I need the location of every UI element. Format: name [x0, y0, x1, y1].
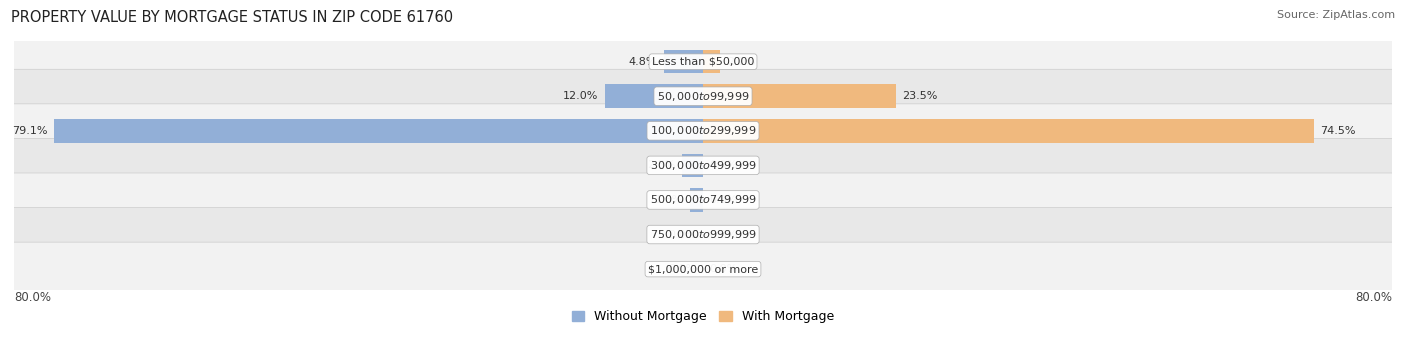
Text: 79.1%: 79.1% [13, 126, 48, 136]
Text: 0.0%: 0.0% [668, 264, 696, 274]
Text: 2.5%: 2.5% [648, 160, 676, 170]
Text: $1,000,000 or more: $1,000,000 or more [648, 264, 758, 274]
Text: PROPERTY VALUE BY MORTGAGE STATUS IN ZIP CODE 61760: PROPERTY VALUE BY MORTGAGE STATUS IN ZIP… [11, 10, 453, 25]
Text: $750,000 to $999,999: $750,000 to $999,999 [650, 228, 756, 241]
Bar [682, 154, 703, 177]
Bar [690, 188, 703, 212]
Text: 23.5%: 23.5% [903, 91, 938, 101]
FancyBboxPatch shape [11, 208, 1395, 262]
FancyBboxPatch shape [11, 69, 1395, 123]
Text: 74.5%: 74.5% [1320, 126, 1355, 136]
Bar [55, 119, 703, 143]
FancyBboxPatch shape [11, 173, 1395, 227]
Text: 80.0%: 80.0% [1355, 291, 1392, 303]
Legend: Without Mortgage, With Mortgage: Without Mortgage, With Mortgage [567, 306, 839, 328]
Text: 2.1%: 2.1% [727, 57, 755, 66]
FancyBboxPatch shape [11, 104, 1395, 158]
FancyBboxPatch shape [11, 35, 1395, 89]
Bar [703, 50, 720, 73]
Bar [664, 50, 703, 73]
Text: 0.0%: 0.0% [710, 160, 738, 170]
Bar [605, 85, 703, 108]
Text: 12.0%: 12.0% [562, 91, 598, 101]
Text: 0.0%: 0.0% [710, 229, 738, 239]
Text: 4.8%: 4.8% [628, 57, 657, 66]
Text: Source: ZipAtlas.com: Source: ZipAtlas.com [1277, 10, 1395, 20]
Bar [703, 85, 896, 108]
Bar [703, 119, 1315, 143]
Text: $500,000 to $749,999: $500,000 to $749,999 [650, 193, 756, 206]
Text: $300,000 to $499,999: $300,000 to $499,999 [650, 159, 756, 172]
Text: Less than $50,000: Less than $50,000 [652, 57, 754, 66]
FancyBboxPatch shape [11, 242, 1395, 296]
Text: 1.6%: 1.6% [655, 195, 683, 205]
Text: 0.0%: 0.0% [668, 229, 696, 239]
Text: $50,000 to $99,999: $50,000 to $99,999 [657, 90, 749, 103]
Text: $100,000 to $299,999: $100,000 to $299,999 [650, 124, 756, 137]
Text: 0.0%: 0.0% [710, 195, 738, 205]
FancyBboxPatch shape [11, 138, 1395, 192]
Text: 80.0%: 80.0% [14, 291, 51, 303]
Text: 0.0%: 0.0% [710, 264, 738, 274]
